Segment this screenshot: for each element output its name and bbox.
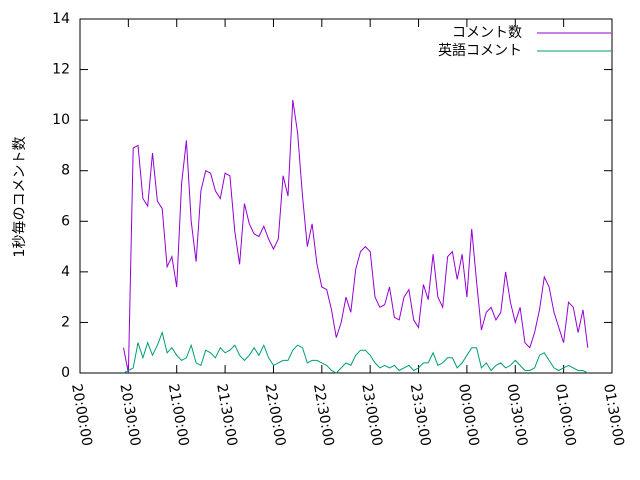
legend-label: コメント数 — [452, 25, 522, 41]
legend-label: 英語コメント — [438, 42, 522, 59]
y-tick-label: 0 — [61, 365, 70, 381]
series-line — [123, 330, 589, 374]
plot-frame — [79, 18, 613, 374]
y-tick-label: 14 — [52, 11, 70, 27]
y-tick-label: 12 — [52, 62, 70, 78]
y-tick-label: 4 — [61, 264, 70, 280]
y-tick-label: 8 — [61, 163, 70, 179]
y-axis-label: 1秒毎のコメント数 — [12, 137, 28, 258]
series-line — [123, 99, 589, 374]
y-tick-label: 2 — [61, 314, 70, 330]
y-tick-label: 10 — [52, 112, 70, 128]
y-tick-label: 6 — [61, 213, 70, 229]
